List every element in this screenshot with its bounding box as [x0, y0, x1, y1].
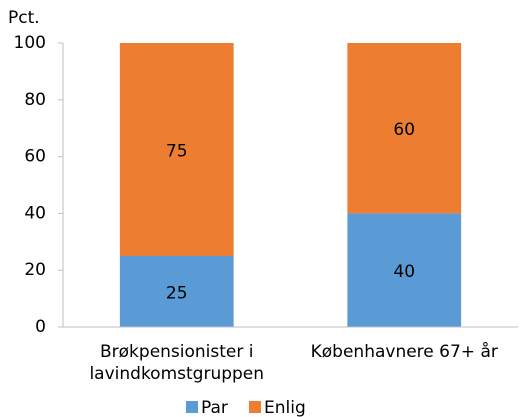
legend-swatch: [249, 401, 261, 413]
y-tick-label: 0: [35, 317, 46, 337]
bar-segment: [347, 43, 462, 214]
data-label: 75: [166, 142, 188, 162]
y-tick-label: 40: [24, 203, 46, 223]
x-tick-label: Brøkpensionister i lavindkomstgruppen: [89, 342, 265, 384]
legend-label: Par: [201, 398, 228, 417]
data-label: 60: [393, 120, 415, 140]
legend-swatch: [186, 401, 198, 413]
data-label: 40: [393, 262, 415, 282]
data-label: 25: [166, 284, 188, 304]
x-tick-label-box: Københavnere 67+ år: [310, 342, 498, 362]
bar-segment: [119, 256, 234, 327]
bar-segment: [119, 43, 234, 256]
y-axis-label: Pct.: [8, 8, 40, 28]
y-tick-label: 100: [14, 33, 46, 53]
y-tick-label: 20: [24, 260, 46, 280]
x-tick-label: Københavnere 67+ år: [310, 342, 498, 362]
x-tick-label-box: Brøkpensionister i lavindkomstgruppen: [89, 342, 265, 384]
y-tick-label: 60: [24, 147, 46, 167]
y-tick-label: 80: [24, 90, 46, 110]
bar-segment: [347, 213, 462, 327]
legend-label: Enlig: [264, 398, 306, 417]
